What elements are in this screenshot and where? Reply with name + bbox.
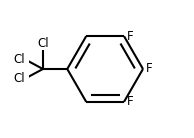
- Text: F: F: [146, 63, 152, 75]
- Text: Cl: Cl: [37, 37, 49, 50]
- Text: Cl: Cl: [14, 72, 25, 85]
- Text: F: F: [127, 95, 133, 108]
- Text: Cl: Cl: [14, 53, 25, 66]
- Text: F: F: [127, 30, 133, 43]
